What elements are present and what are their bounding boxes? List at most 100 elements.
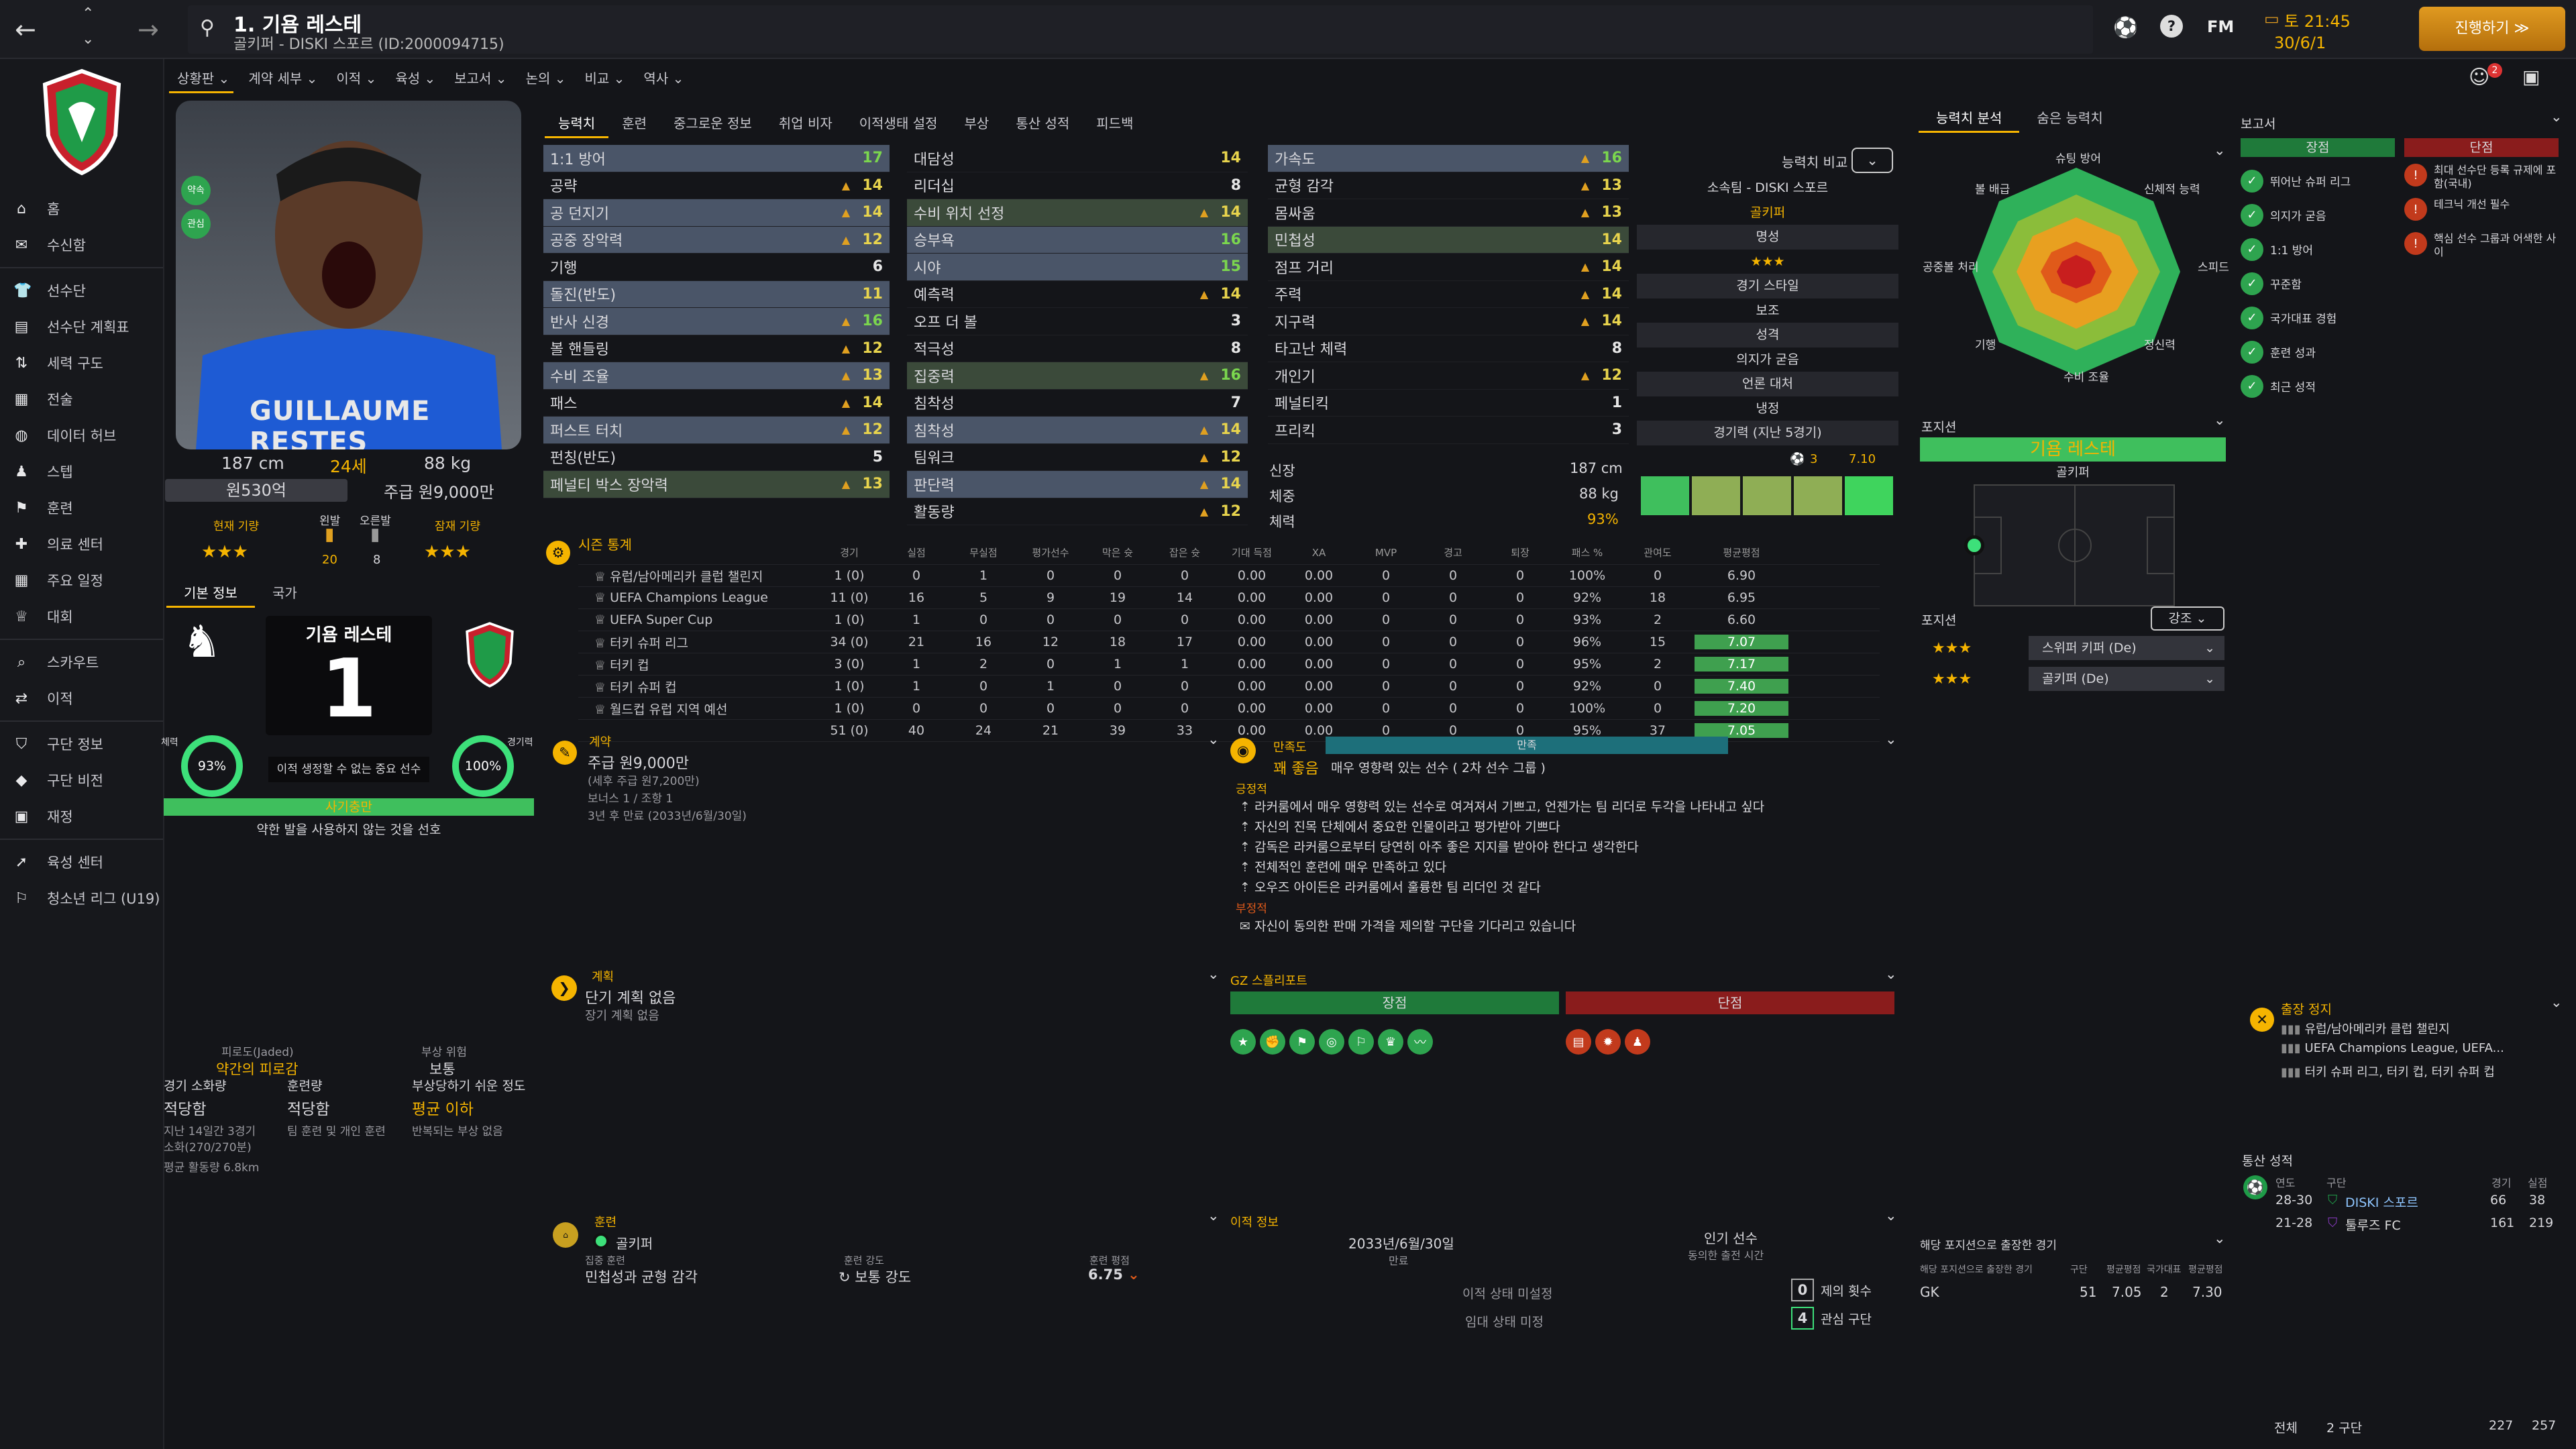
sidebar-item-tactics[interactable]: ▦ 전술 [0,381,163,417]
season-col-header[interactable]: 막은 슛 [1102,547,1134,559]
attribute-row[interactable]: 펀칭(반도) 5 [543,444,890,471]
attribute-row[interactable]: 퍼스트 터치 ▲ 12 [543,417,890,444]
fullscreen-icon[interactable]: ▣ [2522,66,2540,88]
help-icon[interactable]: ? [2160,15,2183,38]
menu-7[interactable]: 역사 ⌄ [643,70,684,87]
attribute-row[interactable]: 공략 ▲ 14 [543,172,890,199]
attribute-row[interactable]: 팀워크 ▲ 12 [907,444,1248,471]
attribute-row[interactable]: 승부욕 16 [907,226,1248,254]
sidebar-item-training[interactable]: ⚑ 훈련 [0,490,163,526]
competition-name[interactable]: 유럽/남아메리카 클럽 챌린지 [610,569,763,584]
plan-title[interactable]: 계획 [592,970,614,984]
season-col-header[interactable]: 평균평점 [1723,547,1760,559]
menu-5[interactable]: 논의 ⌄ [525,70,566,87]
contract-title[interactable]: 계약 [589,735,612,749]
career-row[interactable]: 28-30 ⛉ DISKI 스포르 66 38 [2275,1193,2564,1216]
emphasis-dropdown[interactable]: 강조 ⌄ [2151,606,2224,631]
season-col-header[interactable]: 관여도 [1644,547,1672,559]
sidebar-item-transfer[interactable]: ⇄ 이적 [0,680,163,716]
search-bar[interactable]: ⚲ 1. 기욤 레스테 골키퍼 - DISKI 스포르 (ID:20000947… [188,5,2093,54]
attribute-row[interactable]: 기행 6 [543,254,890,281]
tab-7[interactable]: 피드백 [1096,115,1134,131]
down-button[interactable]: ⌄ [82,31,95,48]
sidebar-item-structure[interactable]: ⇅ 세력 구도 [0,345,163,381]
season-col-header[interactable]: 무실점 [969,547,998,559]
season-row[interactable]: ♕ 유럽/남아메리카 클럽 챌린지 1 (0) 0 1 0 0 0 0.00 0.00 0 0 0 10… [578,565,1880,587]
sidebar-item-finance[interactable]: ▣ 재정 [0,798,163,835]
attribute-row[interactable]: 가속도 ▲ 16 [1268,145,1629,172]
tab-basic-info[interactable]: 기본 정보 [166,578,255,608]
attribute-row[interactable]: 수비 조율 ▲ 13 [543,362,890,390]
up-button[interactable]: ⌃ [82,5,95,22]
attribute-row[interactable]: 집중력 ▲ 16 [907,362,1248,390]
training-collapse-icon[interactable]: ⌄ [1208,1208,1220,1224]
menu-3[interactable]: 육성 ⌄ [395,70,436,87]
menu-4[interactable]: 보고서 ⌄ [454,70,507,87]
pos-games-collapse-icon[interactable]: ⌄ [2214,1230,2226,1246]
season-col-header[interactable]: MVP [1375,546,1397,559]
tab-2[interactable]: 중그로운 정보 [674,115,752,131]
season-row[interactable]: ♕ 터키 컵 3 (0) 1 2 0 1 1 0.00 0.00 0 0 0 95% 2 7.17 [578,653,1880,676]
attribute-row[interactable]: 공중 장악력 ▲ 12 [543,226,890,254]
role-dropdown-1[interactable]: 스위퍼 키퍼 (De) ⌄ [2029,636,2224,660]
season-col-header[interactable]: 잡은 슛 [1169,547,1201,559]
transfer-collapse-icon[interactable]: ⌄ [1885,1208,1897,1224]
attribute-row[interactable]: 수비 위치 선정 ▲ 14 [907,199,1248,227]
attribute-row[interactable]: 패스 ▲ 14 [543,390,890,417]
tab-4[interactable]: 이적생태 설정 [859,115,938,131]
tab-nation[interactable]: 국가 [272,585,297,601]
season-col-header[interactable]: 패스 % [1571,547,1603,559]
satisfaction-title[interactable]: 만족도 [1273,741,1307,755]
menu-6[interactable]: 비교 ⌄ [584,70,625,87]
sidebar-item-staff[interactable]: ♟ 스텝 [0,453,163,490]
attribute-row[interactable]: 타고난 체력 8 [1268,335,1629,362]
menu-1[interactable]: 계약 세부 ⌄ [248,70,318,87]
role-dropdown-2[interactable]: 골키퍼 (De) ⌄ [2029,667,2224,691]
career-club[interactable]: DISKI 스포르 [2345,1195,2418,1210]
gz-collapse-icon[interactable]: ⌄ [1885,966,1897,982]
season-row[interactable]: ♕ UEFA Champions League 11 (0) 16 5 9 19 14 0.0… [578,587,1880,609]
season-col-header[interactable]: 퇴장 [1511,547,1529,559]
tab-attribute-analysis[interactable]: 능력치 분석 [1919,103,2020,133]
attribute-row[interactable]: 대담성 14 [907,145,1248,172]
position-collapse-icon[interactable]: ⌄ [2214,412,2226,428]
attribute-row[interactable]: 균형 감각 ▲ 13 [1268,172,1629,199]
interest-badge[interactable]: 관심 [181,209,211,239]
ball-icon[interactable]: ⚽ [2113,16,2139,40]
attribute-row[interactable]: 지구력 ▲ 14 [1268,308,1629,335]
sidebar-item-development[interactable]: ➚ 육성 센터 [0,844,163,880]
attribute-row[interactable]: 1:1 방어 17 [543,145,890,172]
attribute-row[interactable]: 침착성 ▲ 14 [907,417,1248,444]
season-col-header[interactable]: 기대 득점 [1232,547,1272,559]
fm-logo[interactable]: FM [2207,17,2235,36]
attribute-row[interactable]: 페널티 박스 장악력 ▲ 13 [543,471,890,498]
attribute-row[interactable]: 점프 거리 ▲ 14 [1268,254,1629,281]
gz-title[interactable]: GZ 스플리포트 [1230,974,1307,988]
forward-button[interactable]: → [138,15,159,44]
back-button[interactable]: ← [15,15,36,44]
promise-badge[interactable]: 약속 [181,176,211,205]
season-col-header[interactable]: XA [1311,546,1326,559]
attribute-row[interactable]: 돌진(반도) 11 [543,280,890,308]
attribute-row[interactable]: 몸싸움 ▲ 13 [1268,199,1629,227]
attribute-row[interactable]: 적극성 8 [907,335,1248,362]
tab-5[interactable]: 부상 [964,115,989,131]
attribute-row[interactable]: 주력 ▲ 14 [1268,281,1629,308]
attribute-row[interactable]: 판단력 ▲ 14 [907,471,1248,498]
season-row[interactable]: ♕ UEFA Super Cup 1 (0) 1 0 0 0 0 0.00 0.00 0 0 0 93%… [578,609,1880,631]
season-col-header[interactable]: 경고 [1444,547,1462,559]
attribute-row[interactable]: 프리킥 3 [1268,417,1629,444]
menu-0[interactable]: 상황판 ⌄ [177,70,230,87]
sidebar-item-shield[interactable]: ⛉ 구단 정보 [0,726,163,762]
attribute-row[interactable]: 민첩성 14 [1268,226,1629,254]
competition-name[interactable]: 터키 슈퍼 리그 [610,635,689,651]
radar-collapse-icon[interactable]: ⌄ [2214,142,2226,158]
season-stats-title[interactable]: 시즌 통계 [578,537,632,553]
attribute-row[interactable]: 페널티킥 1 [1268,390,1629,417]
attribute-row[interactable]: 활동량 ▲ 12 [907,498,1248,525]
contract-collapse-icon[interactable]: ⌄ [1208,731,1220,747]
attribute-row[interactable]: 시야 15 [907,254,1248,281]
plan-collapse-icon[interactable]: ⌄ [1208,966,1220,982]
compare-dropdown[interactable]: ⌄ [1851,148,1893,173]
competition-name[interactable]: UEFA Champions League [610,590,768,605]
